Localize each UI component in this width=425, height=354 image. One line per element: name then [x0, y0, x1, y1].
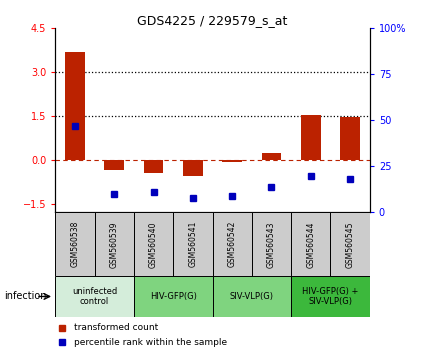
Bar: [94, 212, 134, 276]
Bar: [331, 212, 370, 276]
Bar: [291, 212, 331, 276]
Bar: [340, 118, 360, 160]
Text: GSM560542: GSM560542: [228, 221, 237, 268]
Bar: [55, 212, 94, 276]
Text: transformed count: transformed count: [74, 323, 159, 332]
Text: uninfected
control: uninfected control: [72, 287, 117, 306]
Bar: [222, 160, 242, 162]
Bar: [173, 212, 212, 276]
Text: HIV-GFP(G): HIV-GFP(G): [150, 292, 197, 301]
Bar: [183, 160, 203, 176]
Bar: [65, 52, 85, 160]
Text: HIV-GFP(G) +
SIV-VLP(G): HIV-GFP(G) + SIV-VLP(G): [302, 287, 359, 306]
Bar: [291, 276, 370, 317]
Text: GSM560539: GSM560539: [110, 221, 119, 268]
Text: percentile rank within the sample: percentile rank within the sample: [74, 338, 227, 347]
Text: SIV-VLP(G): SIV-VLP(G): [230, 292, 274, 301]
Text: GSM560543: GSM560543: [267, 221, 276, 268]
Bar: [262, 153, 281, 160]
Bar: [252, 212, 291, 276]
Bar: [105, 160, 124, 170]
Bar: [55, 276, 134, 317]
Bar: [212, 212, 252, 276]
Text: GSM560540: GSM560540: [149, 221, 158, 268]
Bar: [134, 276, 212, 317]
Title: GDS4225 / 229579_s_at: GDS4225 / 229579_s_at: [137, 14, 288, 27]
Text: GSM560545: GSM560545: [346, 221, 354, 268]
Text: GSM560541: GSM560541: [188, 221, 197, 268]
Bar: [134, 212, 173, 276]
Text: GSM560538: GSM560538: [71, 221, 79, 268]
Bar: [301, 114, 320, 160]
Text: GSM560544: GSM560544: [306, 221, 315, 268]
Text: infection: infection: [4, 291, 47, 302]
Bar: [144, 160, 163, 173]
Bar: [212, 276, 291, 317]
